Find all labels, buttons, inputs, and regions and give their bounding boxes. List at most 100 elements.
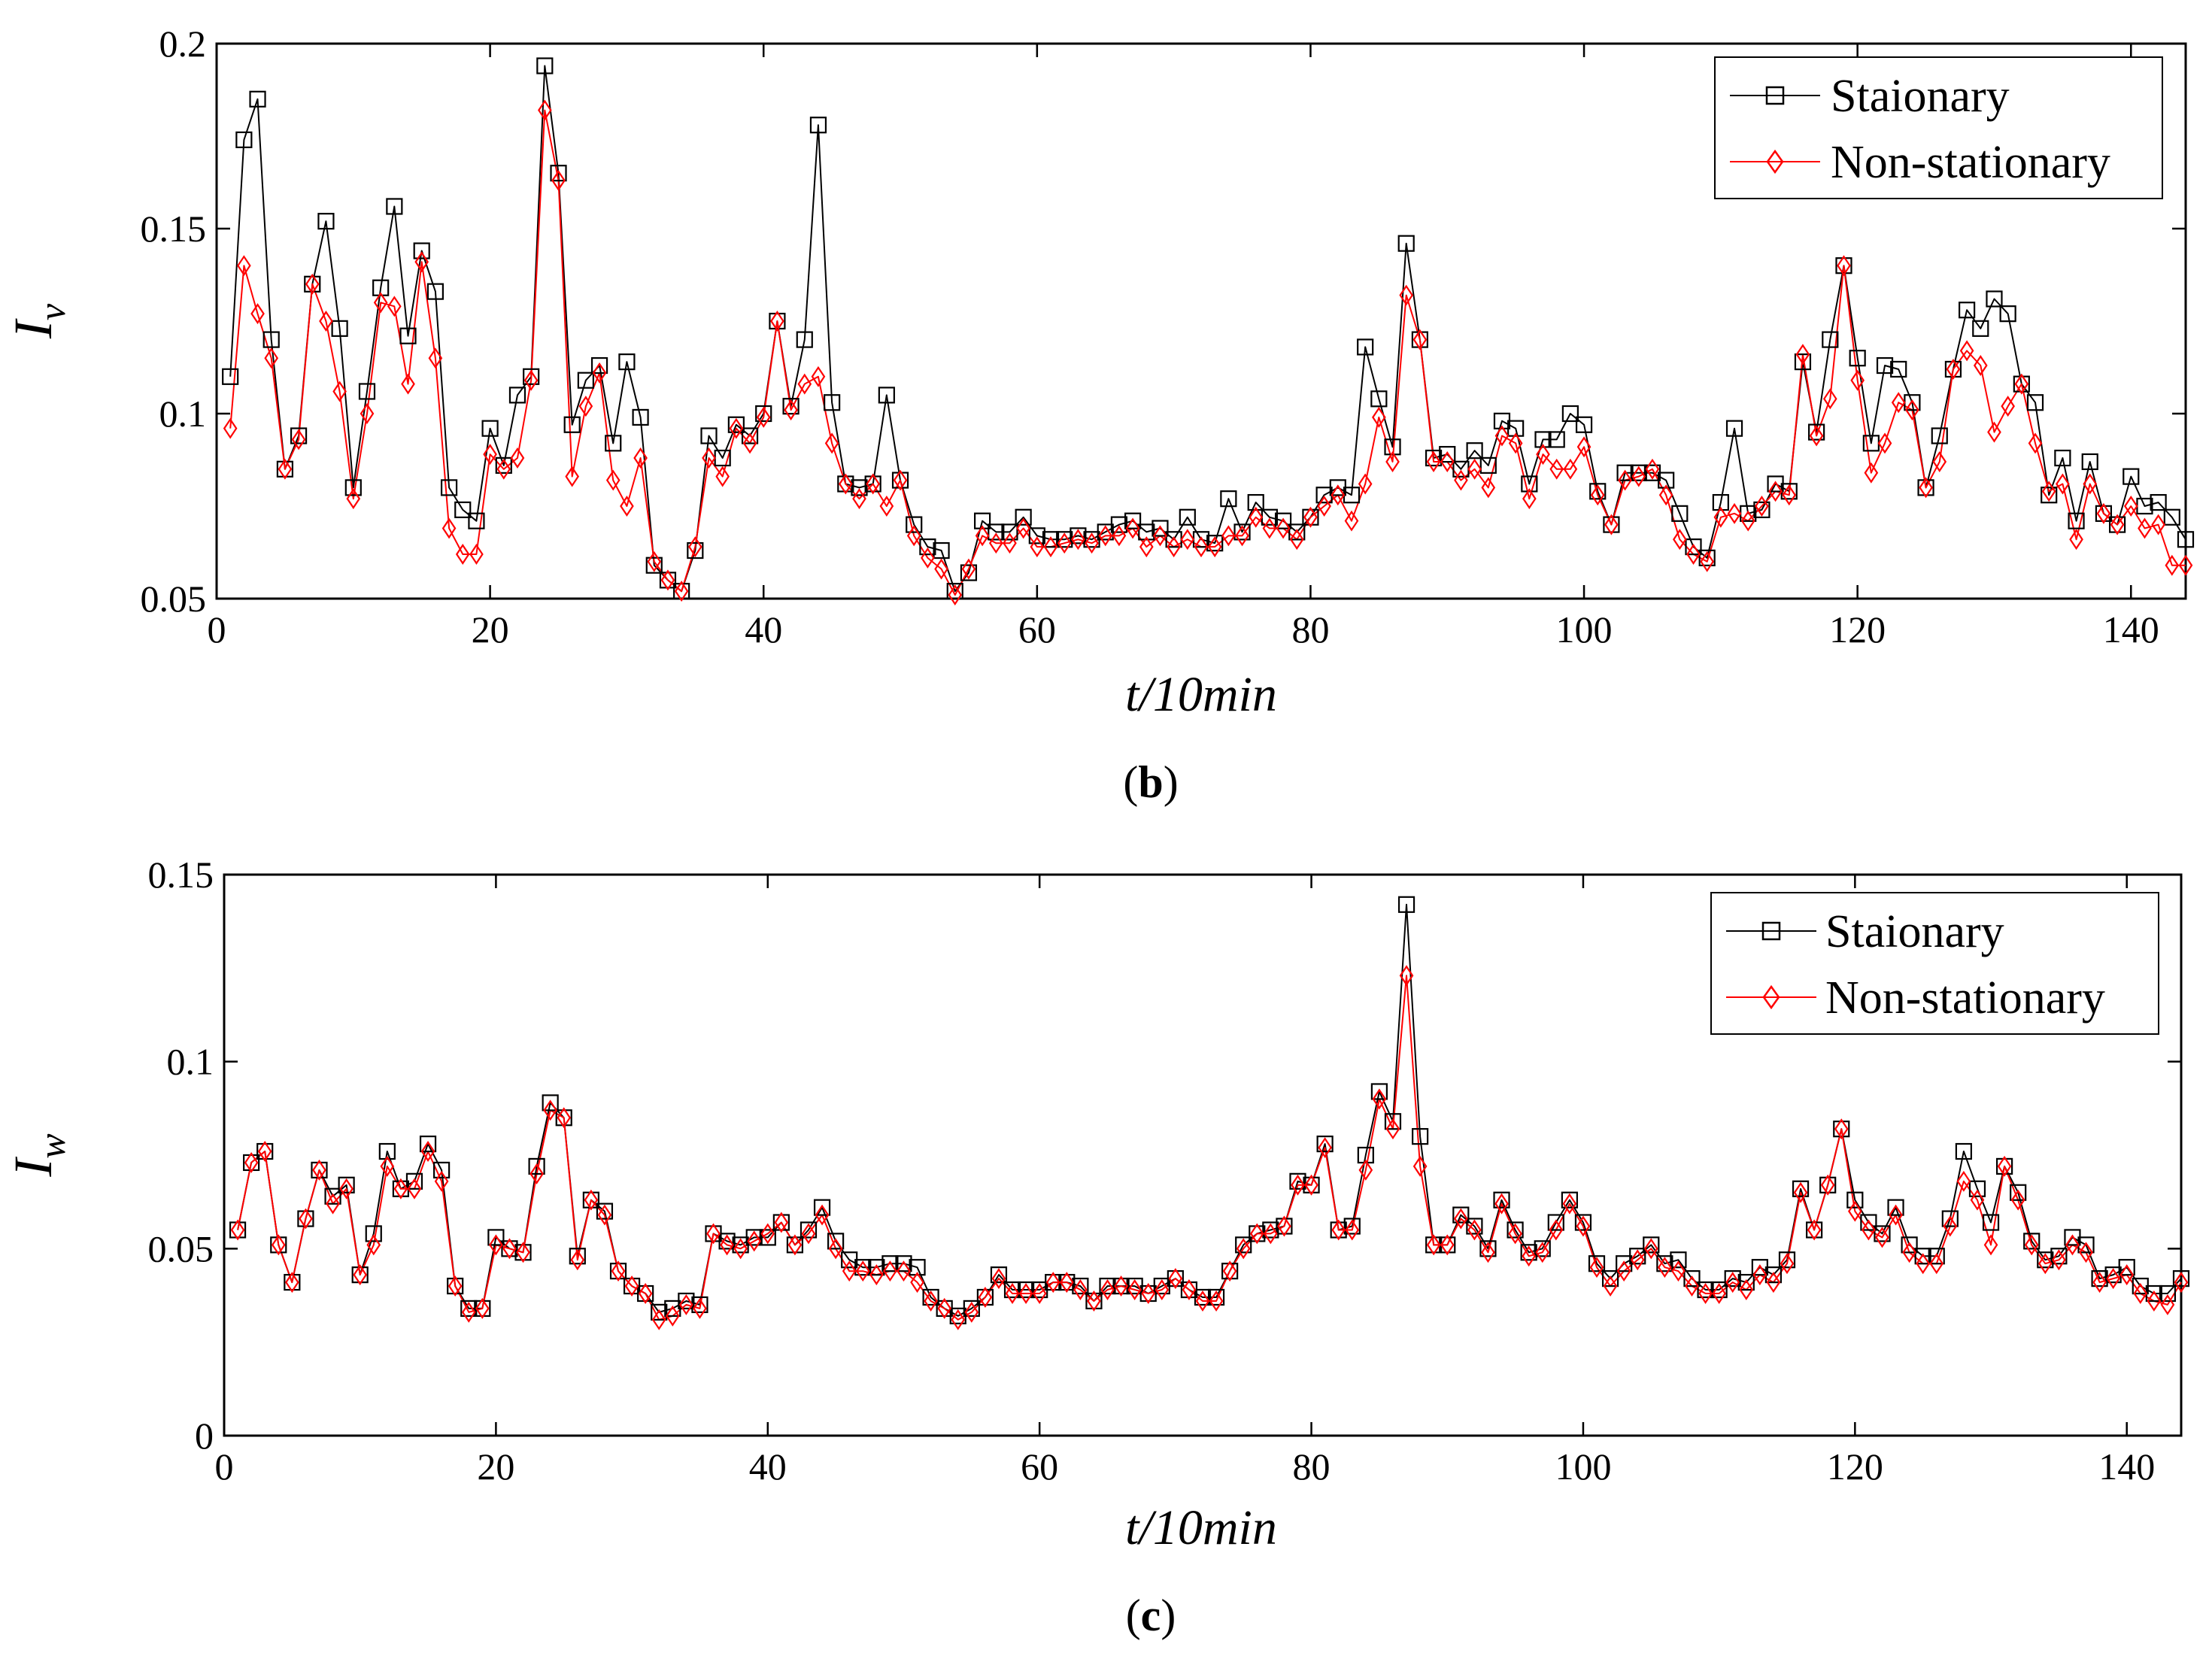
data-point-nonstationary [1426, 1234, 1441, 1256]
legend-label-nonstationary: Non-stationary [1831, 137, 2110, 188]
data-point-nonstationary [2014, 373, 2029, 395]
data-point-nonstationary [1412, 1155, 1428, 1177]
data-point-nonstationary [1168, 1268, 1183, 1290]
data-point-stationary [1357, 1146, 1374, 1164]
data-point-stationary [1167, 1270, 1184, 1287]
data-point-nonstationary [852, 488, 866, 510]
data-point-nonstationary [742, 432, 757, 454]
data-point-stationary [1207, 1288, 1225, 1306]
y-tick-label: 0.1 [167, 1041, 214, 1083]
data-point-stationary [1384, 438, 1401, 456]
data-point-nonstationary [1317, 496, 1331, 517]
data-point-stationary [868, 1259, 885, 1276]
data-point-nonstationary [1522, 1245, 1536, 1267]
data-point-nonstationary [2038, 1253, 2053, 1275]
data-point-stationary [1846, 1191, 1864, 1209]
data-point-stationary [2163, 508, 2180, 526]
data-point-stationary [1112, 1277, 1130, 1295]
data-point-stationary [1710, 1281, 1728, 1299]
data-point-stationary [358, 383, 376, 400]
data-point-nonstationary [1713, 506, 1728, 528]
data-point-stationary [946, 583, 963, 600]
data-point-nonstationary [1834, 1118, 1849, 1140]
data-point-nonstationary [1727, 502, 1742, 524]
x-axis-label: t/10min [1125, 1500, 1277, 1555]
data-point-stationary [800, 1221, 818, 1239]
data-point-nonstationary [264, 347, 279, 369]
data-point-nonstationary [1167, 536, 1181, 558]
data-point-stationary [338, 1176, 355, 1193]
data-point-nonstationary [1003, 532, 1017, 554]
data-point-stationary [1042, 531, 1060, 548]
data-point-nonstationary [353, 1264, 368, 1286]
data-point-nonstationary [366, 1234, 381, 1256]
data-point-stationary [895, 1255, 912, 1272]
data-point-stationary [542, 1094, 559, 1112]
data-point-nonstationary [687, 536, 702, 558]
data-point-stationary [1819, 1176, 1837, 1193]
data-point-nonstationary [1385, 450, 1400, 472]
data-point-nonstationary [2174, 1272, 2189, 1294]
data-point-nonstationary [2096, 502, 2111, 524]
x-tick-label: 120 [1829, 608, 1886, 651]
data-point-stationary [1588, 1255, 1606, 1272]
data-point-nonstationary [1125, 517, 1140, 539]
data-point-stationary [1179, 508, 1196, 526]
data-point-stationary [1931, 427, 1948, 444]
data-point-stationary [782, 398, 800, 415]
data-point-nonstationary [1740, 510, 1755, 532]
data-point-nonstationary [1932, 450, 1947, 472]
data-point-nonstationary [1590, 484, 1605, 506]
data-point-nonstationary [380, 1155, 395, 1177]
y-axis-label: Iv [3, 303, 73, 339]
plot-area-frame [215, 42, 2187, 600]
data-point-nonstationary [2165, 554, 2180, 576]
data-point-nonstationary [2160, 1294, 2175, 1315]
data-point-nonstationary [1207, 536, 1222, 558]
data-point-stationary [1670, 1251, 1687, 1269]
data-point-nonstationary [1289, 529, 1304, 550]
data-point-nonstationary [647, 550, 662, 572]
data-point-nonstationary [842, 1260, 857, 1282]
data-point-nonstationary [1970, 1189, 1985, 1211]
plot-area-frame [223, 873, 2183, 1437]
data-point-nonstationary [855, 1260, 870, 1282]
data-point-stationary [1575, 416, 1593, 433]
data-point-nonstationary [1100, 1279, 1115, 1301]
data-point-stationary [759, 1229, 776, 1246]
data-point-nonstationary [910, 1272, 924, 1294]
data-point-stationary [1534, 1240, 1551, 1257]
data-point-nonstationary [1973, 355, 1988, 377]
data-point-nonstationary [1793, 1181, 1808, 1203]
data-point-stationary [1425, 449, 1443, 467]
data-point-stationary [1452, 1206, 1470, 1224]
data-point-nonstationary [496, 458, 511, 480]
data-point-nonstationary [1030, 536, 1045, 558]
data-point-nonstationary [1618, 469, 1632, 491]
data-point-nonstationary [278, 458, 293, 480]
data-point-stationary [351, 1266, 369, 1284]
data-point-stationary [718, 1233, 736, 1250]
data-point-stationary [1986, 290, 2003, 308]
panel-caption: (c) [1126, 1591, 1176, 1640]
data-point-stationary [1671, 505, 1689, 522]
data-point-nonstationary [523, 369, 539, 391]
data-point-stationary [514, 1244, 532, 1261]
data-point-nonstationary [538, 99, 552, 121]
legend-box [1714, 56, 2163, 199]
data-point-stationary [495, 456, 512, 474]
data-point-stationary [1849, 350, 1866, 367]
data-point-stationary [1944, 360, 1962, 378]
x-tick-label: 40 [745, 608, 782, 651]
data-point-stationary [1302, 508, 1319, 526]
data-point-stationary [2159, 1284, 2177, 1303]
data-point-stationary [1822, 331, 1839, 348]
data-point-stationary [1698, 549, 1716, 566]
data-point-stationary [590, 356, 608, 375]
data-point-nonstationary [1563, 458, 1578, 480]
data-point-nonstationary [1807, 1219, 1822, 1241]
data-point-nonstationary [1249, 506, 1264, 528]
data-point-nonstationary [1481, 477, 1496, 499]
data-point-stationary [596, 1203, 614, 1220]
data-point-nonstationary [1440, 1234, 1455, 1256]
